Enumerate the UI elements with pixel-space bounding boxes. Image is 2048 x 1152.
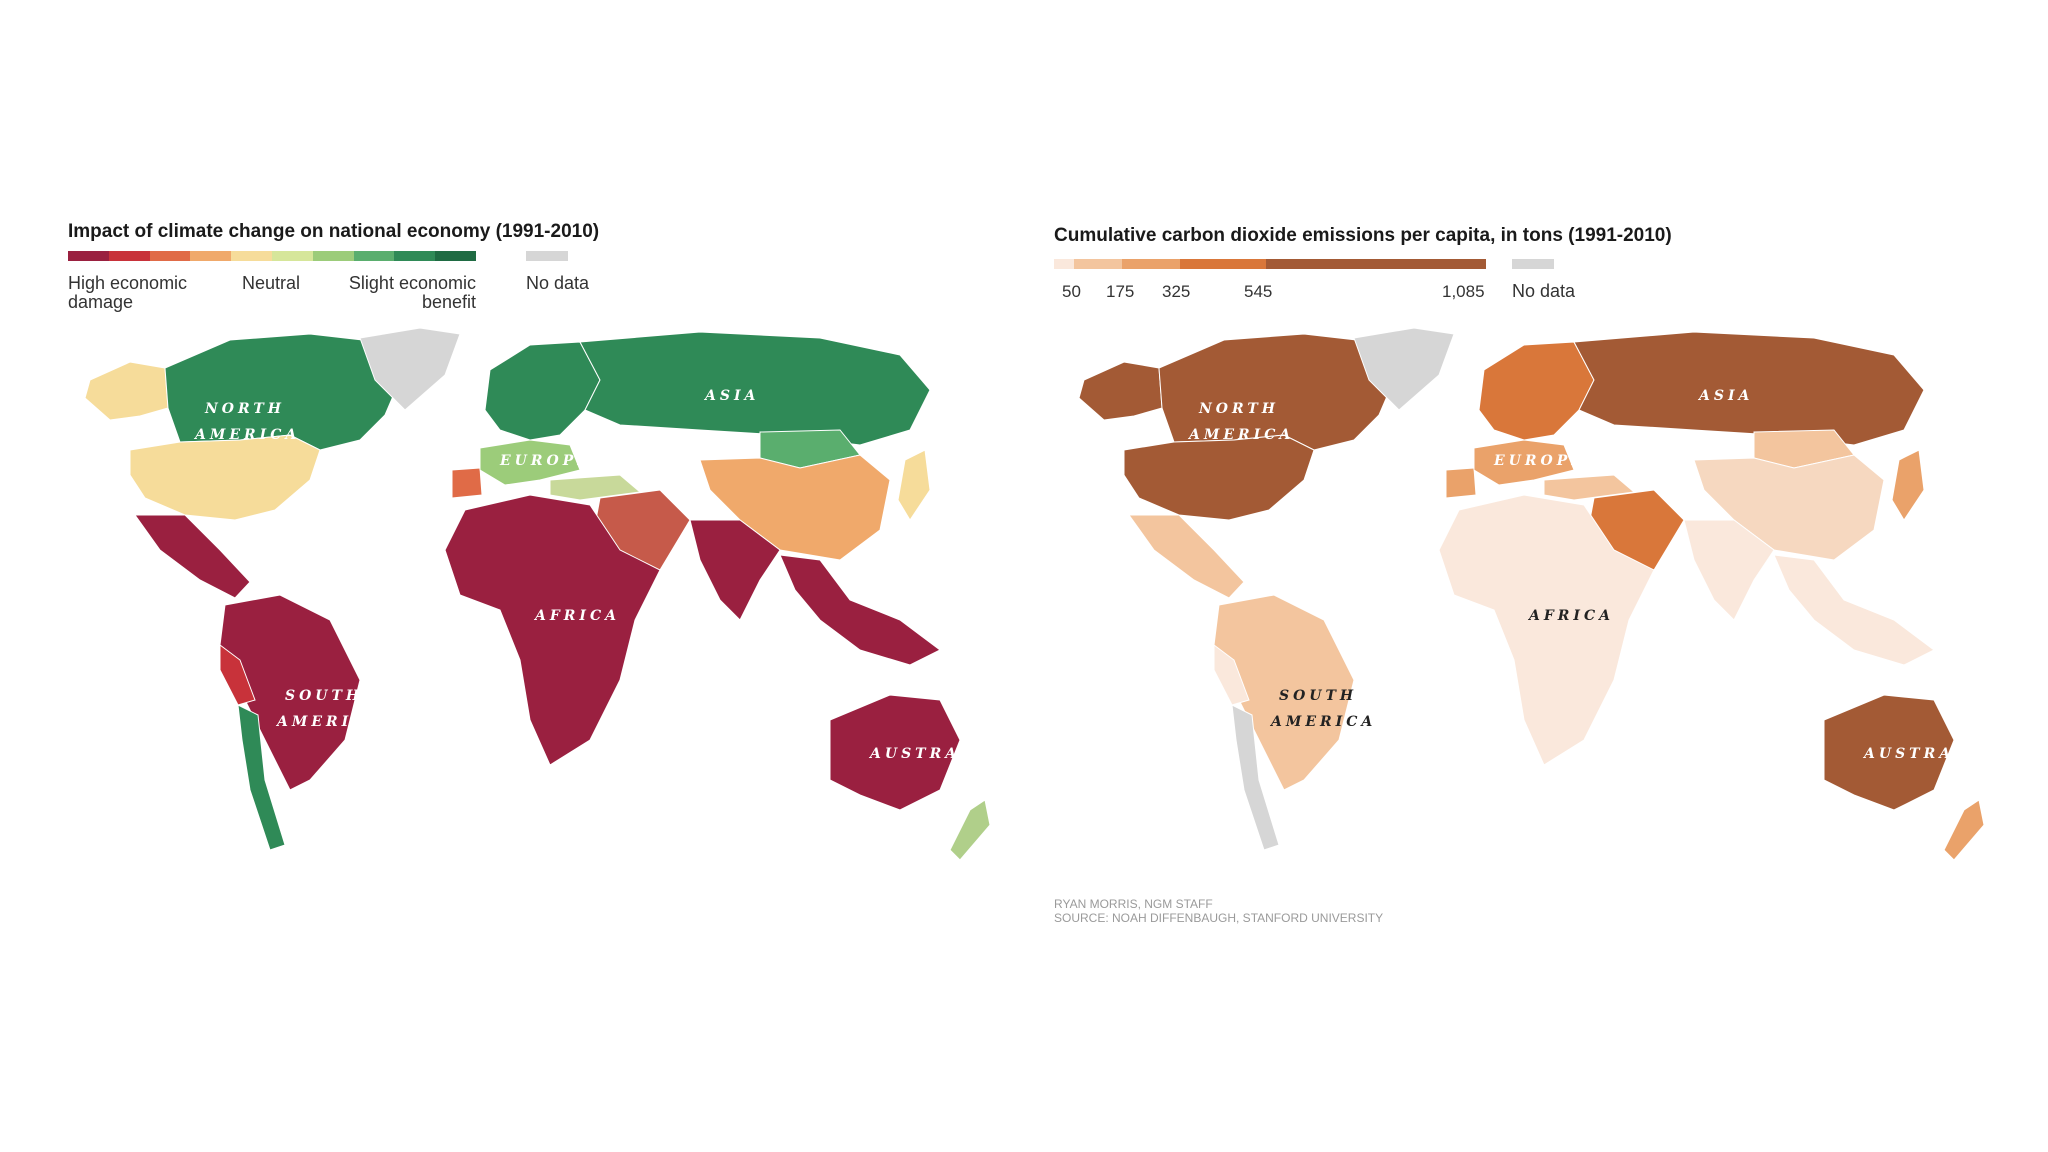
legend-swatch bbox=[190, 251, 232, 261]
left-legend-low-label: High economic damage bbox=[68, 273, 188, 312]
legend-swatch bbox=[231, 251, 272, 261]
region-europe-north bbox=[1478, 341, 1595, 441]
right-legend-tick-175: 175 bbox=[1106, 282, 1135, 301]
right-legend-nodata-label: No data bbox=[1512, 281, 1576, 301]
credit-source: SOURCE: NOAH DIFFENBAUGH, STANFORD UNIVE… bbox=[1054, 911, 1384, 925]
region-peru bbox=[219, 644, 256, 706]
continent-label-north-america: AMERICA bbox=[193, 427, 300, 443]
region-europe-south bbox=[1473, 439, 1575, 486]
region-greenland bbox=[359, 327, 461, 411]
legend-swatch bbox=[353, 251, 395, 261]
left-legend-nodata-label: No data bbox=[526, 273, 590, 293]
region-alaska bbox=[84, 361, 169, 421]
continent-label-south-america: AMERICA bbox=[275, 714, 382, 730]
continent-label-north-america: NORTH bbox=[204, 401, 285, 417]
continent-label-south-america: SOUTH bbox=[285, 688, 363, 704]
region-se-asia bbox=[779, 554, 941, 666]
continent-label-africa: AFRICA bbox=[533, 608, 620, 624]
right-legend-tick-545: 545 bbox=[1244, 282, 1273, 301]
left-world-map: NORTH AMERICA EUROPE ASIA AFRICA SOUTH AMERICA… bbox=[84, 327, 999, 861]
right-legend-tick-50: 50 bbox=[1062, 282, 1081, 301]
region-turkey bbox=[549, 474, 642, 501]
legend-swatch bbox=[1266, 259, 1486, 269]
left-map-panel: Impact of climate change on national eco… bbox=[68, 221, 990, 860]
continent-label-australia: AUSTRALIA bbox=[868, 746, 999, 762]
continent-label-europe: EUROPE bbox=[1493, 453, 1586, 469]
continent-label-asia: ASIA bbox=[703, 388, 759, 404]
legend-swatch bbox=[68, 251, 109, 261]
region-australia bbox=[829, 694, 961, 811]
continent-label-asia: ASIA bbox=[1697, 388, 1753, 404]
region-chile bbox=[1231, 704, 1280, 851]
right-legend-tick-325: 325 bbox=[1162, 282, 1191, 301]
region-new-zealand bbox=[1943, 799, 1985, 861]
left-legend-mid-label: Neutral bbox=[242, 273, 301, 293]
legend-swatch bbox=[312, 251, 354, 261]
legend-swatch bbox=[108, 251, 150, 261]
credit-author: RYAN MORRIS, NGM STAFF bbox=[1054, 897, 1213, 911]
region-alaska bbox=[1078, 361, 1163, 421]
legend-swatch bbox=[435, 251, 476, 261]
continent-label-australia: AUSTRALIA bbox=[1862, 746, 1993, 762]
continent-label-north-america: NORTH bbox=[1198, 401, 1279, 417]
legend-swatch bbox=[1180, 259, 1266, 269]
legend-swatch bbox=[271, 251, 313, 261]
right-map-title: Cumulative carbon dioxide emissions per … bbox=[1054, 225, 1672, 246]
right-map-panel: Cumulative carbon dioxide emissions per … bbox=[1024, 0, 2048, 1152]
region-europe-north bbox=[484, 341, 601, 441]
region-russia bbox=[579, 331, 931, 446]
left-legend-scale bbox=[68, 251, 476, 261]
region-china bbox=[1693, 454, 1885, 561]
region-australia bbox=[1823, 694, 1955, 811]
region-new-zealand bbox=[949, 799, 991, 861]
region-europe-south bbox=[479, 439, 581, 486]
region-turkey bbox=[1543, 474, 1636, 501]
right-world-map: NORTH AMERICA EUROPE ASIA AFRICA SOUTH AMERICA… bbox=[1078, 327, 1993, 861]
continent-label-europe: EUROPE bbox=[499, 453, 592, 469]
legend-swatch bbox=[394, 251, 436, 261]
right-legend-nodata-swatch bbox=[1512, 259, 1554, 269]
legend-swatch bbox=[1074, 259, 1122, 269]
legend-swatch bbox=[149, 251, 191, 261]
left-map-title: Impact of climate change on national eco… bbox=[68, 221, 600, 242]
region-spain bbox=[1445, 467, 1477, 499]
region-chile bbox=[237, 704, 286, 851]
region-greenland bbox=[1353, 327, 1455, 411]
region-se-asia bbox=[1773, 554, 1935, 666]
legend-swatch bbox=[1122, 259, 1180, 269]
region-japan bbox=[1891, 449, 1925, 521]
region-spain bbox=[451, 467, 483, 499]
region-india bbox=[689, 519, 781, 621]
region-africa bbox=[1438, 494, 1655, 766]
region-mexico bbox=[134, 514, 251, 599]
region-africa bbox=[444, 494, 661, 766]
left-legend-high-label: Slight economic benefit bbox=[348, 273, 476, 312]
region-peru bbox=[1213, 644, 1250, 706]
continent-label-africa: AFRICA bbox=[1527, 608, 1614, 624]
legend-swatch bbox=[1054, 259, 1074, 269]
continent-label-south-america: AMERICA bbox=[1269, 714, 1376, 730]
region-india bbox=[1683, 519, 1775, 621]
continent-label-south-america: SOUTH bbox=[1279, 688, 1357, 704]
right-legend-tick-1085: 1,085 bbox=[1442, 282, 1485, 301]
credits: RYAN MORRIS, NGM STAFF SOURCE: NOAH DIFF… bbox=[1054, 897, 1383, 925]
region-russia bbox=[1573, 331, 1925, 446]
continent-label-north-america: AMERICA bbox=[1187, 427, 1294, 443]
region-japan bbox=[897, 449, 931, 521]
region-china bbox=[699, 454, 891, 561]
region-usa bbox=[1123, 434, 1315, 521]
left-legend-nodata-swatch bbox=[526, 251, 568, 261]
right-legend-scale bbox=[1054, 259, 1486, 269]
region-usa bbox=[129, 434, 321, 521]
region-mexico bbox=[1128, 514, 1245, 599]
